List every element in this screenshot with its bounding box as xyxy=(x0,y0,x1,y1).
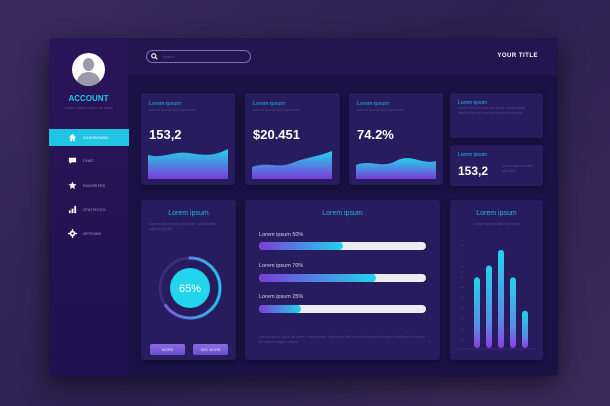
y-tick xyxy=(461,297,463,299)
avatar[interactable] xyxy=(72,53,105,86)
bar xyxy=(510,277,516,348)
card-subtitle: Lorem ipsum dolor sit amet xyxy=(502,164,534,173)
donut-chart: 65% xyxy=(158,256,222,320)
stat-value: 74.2% xyxy=(357,127,394,142)
see-more-button[interactable]: SEE MORE xyxy=(193,344,228,355)
sidebar-item-label: DASHBOARD xyxy=(83,135,109,140)
card-title: Lorem ipsum xyxy=(149,101,181,107)
stat-card: Lorem ipsum Lorem ipsum dolor sit amet 7… xyxy=(349,93,443,185)
y-tick xyxy=(461,265,463,268)
dashboard-window: ACCOUNT Lorem ipsum dolor sit amet DASHB… xyxy=(49,38,558,376)
stat-card: Lorem ipsum Lorem ipsum dolor sit amet $… xyxy=(245,93,340,185)
sidebar-item-label: STATISTICS xyxy=(83,207,106,212)
y-tick xyxy=(461,328,463,331)
sidebar-item-chat[interactable]: CHAT xyxy=(49,152,128,169)
gear-icon xyxy=(68,229,77,238)
stat-value: $20.451 xyxy=(253,127,300,142)
y-tick xyxy=(461,276,463,278)
card-title: Lorem ipsum xyxy=(357,101,389,107)
y-tick xyxy=(461,244,463,247)
account-subtitle: Lorem ipsum dolor sit amet xyxy=(64,105,113,110)
search-placeholder: Search xyxy=(162,54,175,59)
sidebar-item-dashboard[interactable]: DASHBOARD xyxy=(49,129,129,146)
card-subtitle: Lorem ipsum dolor sit amet, consectetur … xyxy=(149,222,217,231)
sidebar: ACCOUNT Lorem ipsum dolor sit amet DASHB… xyxy=(49,38,129,376)
card-title: Lorem ipsum xyxy=(168,210,209,217)
y-tick xyxy=(461,286,463,289)
small-stat-card: Lorem ipsum 153,2 Lorem ipsum dolor sit … xyxy=(450,145,543,186)
progress-card: Lorem ipsum Lorem ipsum 50% Lorem ipsum … xyxy=(245,200,440,360)
card-subtitle: Lorem ipsum dolor sit amet xyxy=(473,222,520,226)
bar-chart-card: Lorem ipsum Lorem ipsum dolor sit amet xyxy=(450,200,543,360)
bar xyxy=(522,310,528,348)
card-title: Lorem ipsum xyxy=(458,100,487,106)
bar xyxy=(498,249,504,348)
sidebar-item-statistics[interactable]: STATISTICS xyxy=(49,201,128,218)
search-icon xyxy=(151,53,158,60)
bar-chart-icon xyxy=(68,205,77,214)
wave-chart xyxy=(148,149,228,179)
y-tick xyxy=(461,318,463,320)
search-input[interactable]: Search xyxy=(146,50,251,63)
progress-label: Lorem ipsum 25% xyxy=(259,294,304,300)
sidebar-item-favorites[interactable]: FAVORITES xyxy=(49,177,128,194)
sidebar-item-label: OPTIONS xyxy=(83,231,102,236)
sidebar-item-label: FAVORITES xyxy=(83,183,106,188)
y-tick xyxy=(461,339,463,341)
info-card: Lorem ipsum Lorem ipsum dolor sit amet, … xyxy=(450,93,543,138)
bar xyxy=(474,277,480,348)
sidebar-item-options[interactable]: OPTIONS xyxy=(49,225,128,242)
progress-footer: Lorem ipsum dolor sit amet, consectetur … xyxy=(259,335,426,344)
card-subtitle: Lorem ipsum dolor sit amet xyxy=(357,108,403,112)
card-title: Lorem ipsum xyxy=(476,210,517,217)
sidebar-item-label: CHAT xyxy=(83,158,94,163)
card-title: Lorem ipsum xyxy=(322,210,363,217)
progress-label: Lorem ipsum 50% xyxy=(259,232,304,238)
progress-bar xyxy=(259,242,426,250)
y-tick xyxy=(461,307,463,310)
wave-chart xyxy=(252,151,332,179)
donut-arc xyxy=(158,256,222,320)
stat-value: 153,2 xyxy=(458,164,489,178)
card-title: Lorem ipsum xyxy=(253,101,285,107)
donut-value: 65% xyxy=(179,283,201,295)
chat-icon xyxy=(68,157,77,165)
stat-value: 153,2 xyxy=(149,127,182,142)
account-label: ACCOUNT xyxy=(68,94,109,103)
page-title: YOUR TITLE xyxy=(497,53,538,59)
card-title: Lorem ipsum xyxy=(458,152,487,158)
progress-bar xyxy=(259,274,426,282)
card-subtitle: Lorem ipsum dolor sit amet xyxy=(149,108,195,112)
y-tick xyxy=(461,255,463,257)
star-icon xyxy=(68,181,77,190)
bar xyxy=(486,265,492,348)
more-button[interactable]: MORE xyxy=(150,344,185,355)
card-subtitle: Lorem ipsum dolor sit amet, consectetur … xyxy=(458,106,526,115)
card-subtitle: Lorem ipsum dolor sit amet xyxy=(253,108,299,112)
bar-chart xyxy=(458,244,536,350)
header xyxy=(128,38,558,75)
progress-label: Lorem ipsum 70% xyxy=(259,263,304,269)
stat-card: Lorem ipsum Lorem ipsum dolor sit amet 1… xyxy=(141,93,235,185)
home-icon xyxy=(68,133,77,142)
donut-card: Lorem ipsum Lorem ipsum dolor sit amet, … xyxy=(141,200,236,360)
progress-bar xyxy=(259,305,426,313)
wave-chart xyxy=(356,158,436,179)
